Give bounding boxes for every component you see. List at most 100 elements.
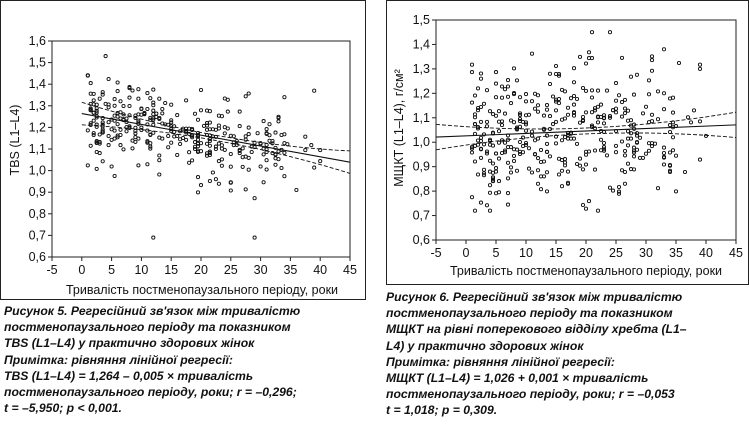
data-point [252, 140, 257, 145]
data-point [529, 99, 535, 104]
data-point [184, 137, 189, 142]
data-point [112, 103, 117, 108]
data-point [261, 152, 266, 157]
data-point [619, 139, 625, 144]
data-point [505, 145, 511, 150]
data-point [571, 110, 577, 115]
data-point [207, 178, 212, 184]
data-point [517, 139, 523, 145]
data-point [529, 170, 535, 175]
data-point [691, 108, 697, 113]
data-point [619, 55, 625, 60]
data-point [577, 163, 583, 168]
data-point [204, 123, 210, 128]
data-point [472, 122, 478, 127]
data-point [130, 138, 135, 143]
data-point [553, 134, 559, 139]
data-point [517, 113, 523, 118]
data-point [583, 206, 589, 211]
data-point [309, 143, 314, 148]
data-point [571, 80, 577, 85]
data-point [667, 168, 673, 173]
data-point [487, 142, 493, 147]
y-tick-label: 1,2 [413, 86, 430, 100]
data-point [475, 108, 481, 113]
data-point [264, 131, 269, 136]
data-point [276, 114, 281, 119]
data-point [481, 167, 487, 172]
data-point [598, 148, 604, 153]
data-point [127, 95, 132, 100]
data-point [661, 162, 667, 167]
data-point [523, 92, 529, 97]
x-tick-label: 35 [669, 246, 683, 260]
data-point [190, 126, 195, 131]
data-point [487, 190, 493, 195]
data-point [559, 138, 565, 143]
data-point [94, 108, 99, 113]
data-point [550, 94, 556, 99]
data-point [646, 141, 652, 146]
data-point [237, 151, 242, 156]
confidence-band-lower [435, 132, 737, 151]
data-point [124, 129, 129, 134]
data-point [88, 108, 93, 113]
data-point [91, 91, 96, 96]
data-point [246, 125, 251, 130]
confidence-band-upper [81, 101, 351, 152]
data-point [228, 180, 233, 185]
data-point [649, 58, 655, 63]
data-point [580, 118, 586, 124]
data-point [172, 134, 177, 139]
y-tick-label: 0,7 [29, 228, 46, 242]
data-point [565, 112, 571, 117]
data-point [237, 148, 242, 153]
x-tick-label: 15 [164, 263, 178, 277]
data-point [243, 134, 248, 139]
caption-line: Рисунок 5. Регресійний зв'язок між трива… [4, 304, 301, 318]
data-point [490, 179, 496, 184]
data-point [613, 150, 619, 155]
data-point [207, 143, 212, 148]
data-point [198, 183, 204, 188]
x-tick-label: 45 [729, 246, 743, 260]
data-point [94, 138, 99, 144]
data-point [213, 146, 218, 152]
data-point [145, 140, 150, 145]
data-point [496, 156, 502, 161]
data-point [228, 164, 233, 169]
data-point [148, 115, 153, 120]
data-point [580, 202, 586, 208]
data-point [670, 110, 676, 115]
data-point [97, 151, 102, 156]
data-point [136, 163, 141, 168]
data-point [303, 148, 308, 153]
data-point [97, 132, 102, 137]
data-point [282, 95, 287, 100]
data-point [688, 120, 694, 125]
data-point [505, 202, 511, 207]
data-point [187, 131, 192, 136]
data-point [532, 106, 538, 111]
data-point [556, 101, 562, 106]
data-point [112, 128, 117, 133]
data-point [685, 115, 691, 120]
data-point [532, 91, 538, 96]
data-point [258, 141, 263, 146]
caption-line: t = –5,950; p < 0,001. [4, 401, 122, 416]
data-point [472, 112, 478, 117]
data-point [598, 102, 604, 107]
data-point [258, 164, 263, 169]
data-point [583, 152, 589, 157]
data-point [574, 141, 580, 146]
data-point [592, 106, 598, 111]
data-point [655, 186, 661, 191]
data-point [127, 84, 132, 90]
y-axis-label: МЩКТ (L1–L4), г/см² [392, 69, 406, 187]
data-point [616, 189, 622, 194]
data-point [559, 87, 565, 92]
caption-line: TBS (L1–L4) у практично здорових жінок [4, 336, 255, 351]
data-point [520, 150, 526, 155]
data-point [469, 150, 475, 155]
data-point [538, 187, 544, 192]
